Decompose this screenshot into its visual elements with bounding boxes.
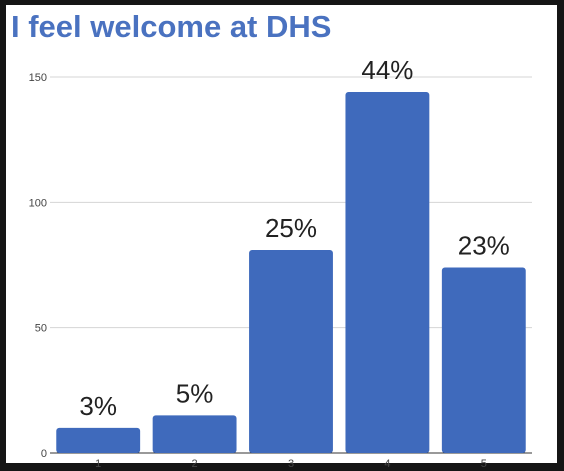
x-tick-label: 1 <box>95 458 101 470</box>
bar <box>56 427 141 453</box>
x-tick-label: 4 <box>384 458 390 470</box>
chart-title: I feel welcome at DHS <box>11 9 332 44</box>
y-tick-label: 50 <box>35 323 47 335</box>
y-tick-label: 150 <box>29 72 47 84</box>
x-tick-label: 2 <box>192 458 198 470</box>
x-tick-label: 5 <box>481 458 487 470</box>
y-tick-label: 100 <box>29 197 47 209</box>
bar <box>345 92 430 453</box>
data-label: 5% <box>176 378 214 408</box>
data-label: 25% <box>265 213 317 243</box>
bar <box>441 267 526 453</box>
data-label: 23% <box>458 231 510 261</box>
x-tick-label: 3 <box>288 458 294 470</box>
bar <box>152 415 237 453</box>
bar <box>249 249 333 453</box>
data-label: 3% <box>79 391 117 421</box>
data-label: 44% <box>361 55 413 85</box>
y-tick-label: 0 <box>41 448 47 460</box>
